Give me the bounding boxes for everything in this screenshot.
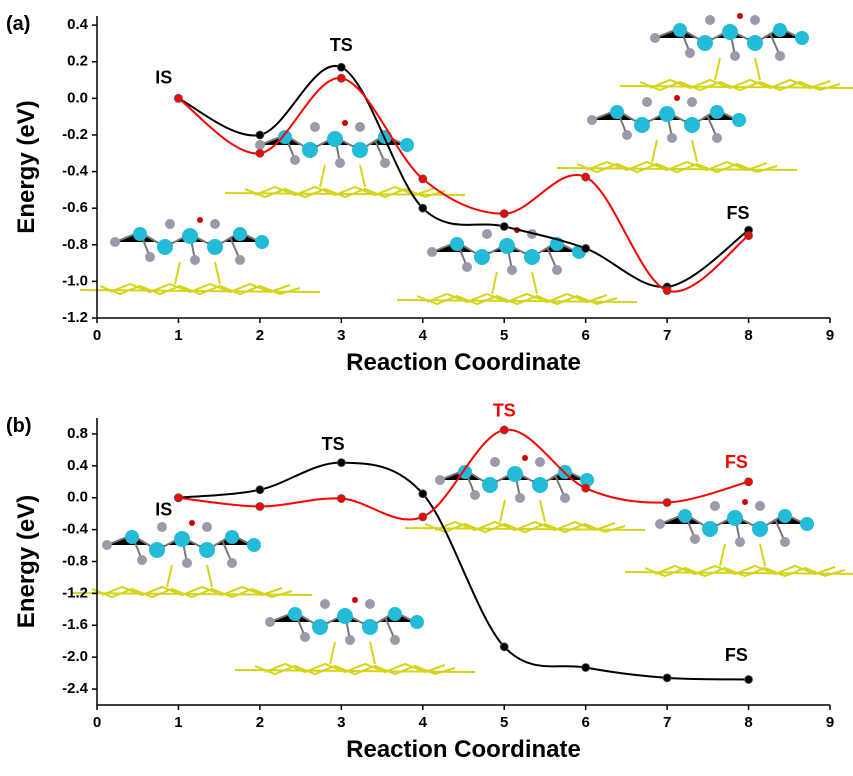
x-tick-label: 0 <box>93 714 101 731</box>
y-tick-label: -2.0 <box>62 648 88 665</box>
x-tick-label: 6 <box>581 327 589 344</box>
data-point <box>662 286 672 295</box>
molecule <box>625 498 853 577</box>
data-point <box>499 642 509 652</box>
data-point <box>662 498 672 507</box>
x-tick-label: 9 <box>826 714 834 731</box>
y-tick-label: -2.4 <box>62 680 89 697</box>
x-tick-label: 4 <box>419 327 428 344</box>
y-tick-label: -0.8 <box>62 552 88 569</box>
data-point <box>255 485 265 495</box>
y-tick-label: -1.2 <box>62 309 88 326</box>
molecule <box>557 94 797 173</box>
data-point <box>336 62 346 72</box>
y-axis-label: Energy (eV) <box>13 495 40 628</box>
annotation: IS <box>155 68 172 88</box>
data-point <box>336 73 346 83</box>
x-tick-label: 4 <box>419 714 428 731</box>
x-tick-label: 3 <box>337 327 345 344</box>
y-tick-label: -0.4 <box>62 163 89 180</box>
annotation: TS <box>330 35 353 55</box>
x-axis-label: Reaction Coordinate <box>346 349 581 376</box>
molecule <box>72 519 312 598</box>
y-tick-label: 0.0 <box>67 89 88 106</box>
molecule <box>235 596 475 675</box>
data-point <box>744 231 753 241</box>
data-point <box>499 222 509 231</box>
data-point <box>418 512 428 522</box>
series-line <box>178 64 750 288</box>
data-point <box>255 148 265 158</box>
data-point <box>744 675 753 684</box>
x-tick-label: 1 <box>174 714 182 731</box>
x-tick-label: 2 <box>256 714 264 731</box>
panel-label: (a) <box>6 13 30 35</box>
series-line <box>178 428 749 521</box>
data-point <box>174 93 183 103</box>
annotation: IS <box>155 499 172 519</box>
molecule-images <box>72 12 853 675</box>
x-tick-label: 8 <box>744 327 752 344</box>
x-tick-label: 5 <box>500 327 508 344</box>
y-tick-label: -0.2 <box>62 126 88 143</box>
data-point <box>499 209 509 219</box>
x-tick-label: 7 <box>663 327 671 344</box>
data-point <box>581 483 591 493</box>
series-line <box>177 77 750 293</box>
data-point <box>174 493 183 503</box>
y-axis-label: Energy (eV) <box>13 100 40 233</box>
data-point <box>581 244 591 253</box>
data-point <box>662 673 672 683</box>
molecule <box>397 226 637 305</box>
data-point <box>255 130 265 140</box>
y-tick-label: -1.6 <box>62 616 88 633</box>
annotation: TS <box>322 434 345 454</box>
data-point <box>418 489 428 499</box>
y-tick-label: -0.6 <box>62 199 88 216</box>
x-axis-label: Reaction Coordinate <box>346 736 581 763</box>
data-point <box>255 502 265 511</box>
annotation: FS <box>725 645 748 665</box>
y-tick-label: 0.4 <box>67 457 89 474</box>
data-point <box>418 174 428 184</box>
data-point <box>336 458 346 468</box>
annotation: FS <box>726 203 749 223</box>
data-point <box>744 477 753 487</box>
y-tick-label: 0.8 <box>67 425 88 442</box>
x-tick-label: 7 <box>663 714 671 731</box>
data-point <box>336 494 346 503</box>
x-tick-label: 2 <box>256 327 264 344</box>
y-tick-label: 0.2 <box>67 53 88 70</box>
y-tick-label: -1.0 <box>62 272 88 289</box>
y-tick-label: 0.4 <box>67 16 89 33</box>
y-tick-label: -0.4 <box>62 521 89 538</box>
x-tick-label: 9 <box>826 327 834 344</box>
panel-label: (b) <box>6 415 32 437</box>
annotation: TS <box>493 400 516 420</box>
molecule <box>620 12 853 91</box>
y-tick-label: -1.2 <box>62 584 88 601</box>
data-point <box>581 663 591 672</box>
x-tick-label: 0 <box>93 327 101 344</box>
x-tick-label: 1 <box>174 327 182 344</box>
y-tick-label: 0.0 <box>67 489 88 506</box>
x-tick-label: 3 <box>337 714 345 731</box>
x-tick-label: 5 <box>500 714 508 731</box>
data-point <box>581 172 591 182</box>
x-tick-label: 6 <box>581 714 589 731</box>
data-point <box>418 203 428 213</box>
data-point <box>499 425 509 435</box>
x-tick-label: 8 <box>744 714 752 731</box>
series-line <box>178 461 749 681</box>
molecule <box>80 216 320 295</box>
y-tick-label: -0.8 <box>62 236 88 253</box>
annotation: FS <box>725 452 748 472</box>
